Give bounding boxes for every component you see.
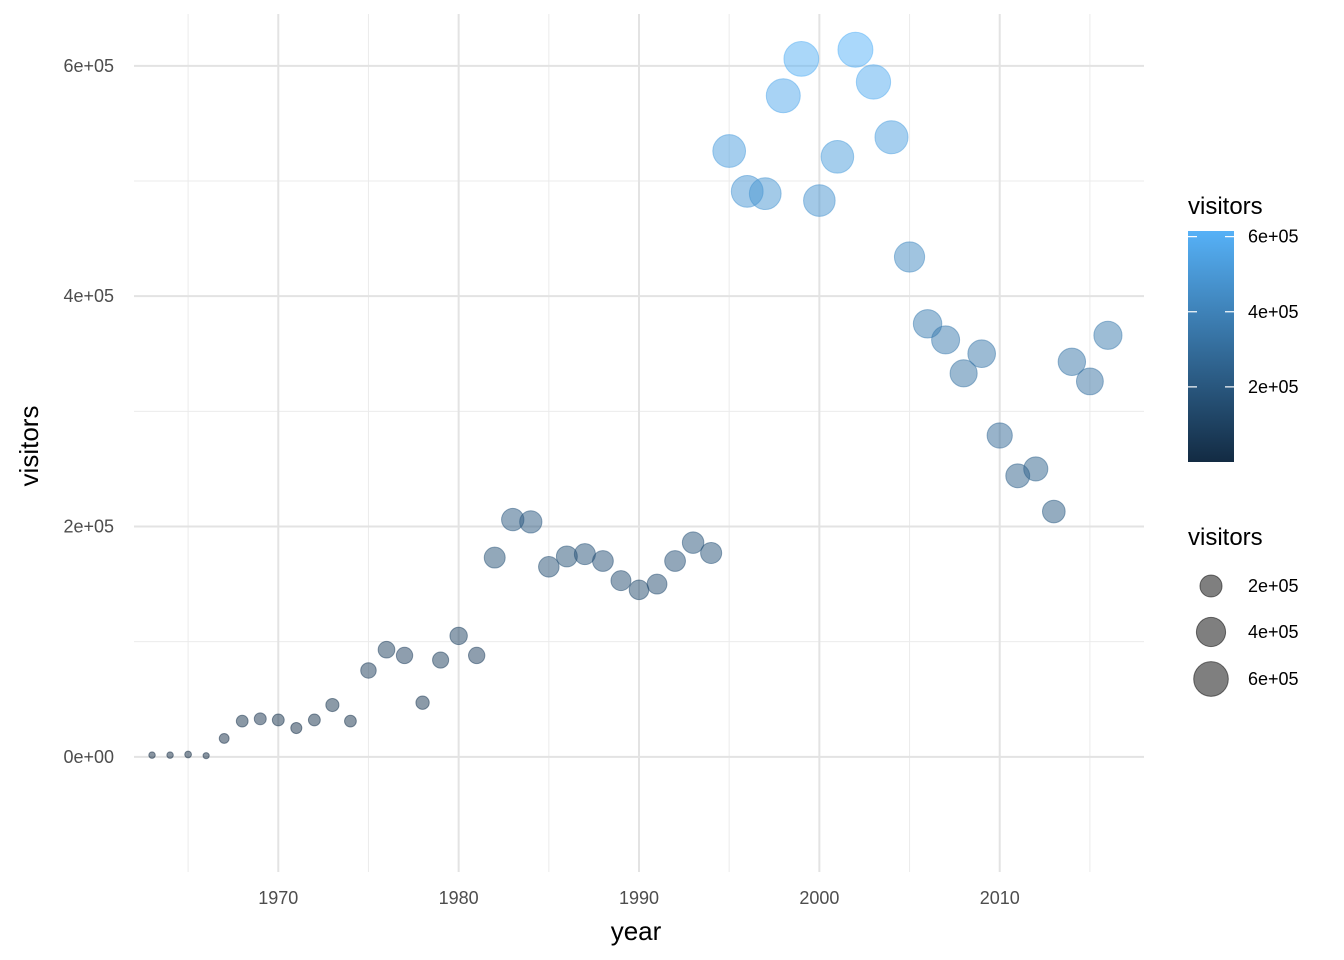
y-axis-title: visitors — [14, 406, 44, 487]
data-point — [765, 78, 801, 114]
data-point — [166, 751, 174, 759]
y-axis-ticks: 0e+00 2e+05 4e+05 6e+05 — [63, 56, 114, 767]
data-point — [344, 714, 357, 728]
x-tick-label: 2000 — [799, 888, 839, 908]
y-tick-label: 6e+05 — [63, 56, 114, 76]
data-point — [855, 64, 892, 100]
data-point — [748, 177, 782, 211]
data-point — [1041, 499, 1066, 524]
x-tick-label: 1970 — [258, 888, 298, 908]
data-point — [253, 712, 267, 726]
data-point — [610, 570, 632, 592]
size-legend-label: 4e+05 — [1248, 622, 1299, 642]
colorbar-label: 2e+05 — [1248, 377, 1299, 397]
data-points — [148, 31, 1123, 760]
size-legend-keys: 2e+05 4e+05 6e+05 — [1193, 574, 1299, 697]
data-point — [483, 546, 506, 569]
data-point — [1075, 367, 1104, 396]
data-point — [664, 550, 686, 572]
data-point — [235, 714, 249, 728]
data-point — [1093, 320, 1123, 350]
size-legend-key — [1193, 661, 1229, 697]
data-point — [1057, 347, 1087, 377]
data-point — [202, 752, 210, 760]
data-point — [218, 732, 230, 744]
data-point — [271, 713, 285, 727]
size-legend-label: 2e+05 — [1248, 576, 1299, 596]
data-point — [967, 339, 996, 369]
data-point — [646, 573, 668, 595]
data-point — [893, 241, 926, 273]
colorbar-ticks: 2e+05 4e+05 6e+05 — [1188, 227, 1299, 397]
x-tick-label: 1990 — [619, 888, 659, 908]
data-point — [820, 140, 855, 174]
data-point — [184, 750, 192, 759]
data-point — [519, 510, 543, 534]
size-legend-title: visitors — [1188, 524, 1263, 551]
colorbar — [1188, 231, 1234, 462]
data-point — [377, 640, 396, 659]
data-point — [592, 550, 614, 572]
data-point — [874, 120, 909, 155]
data-point — [1023, 456, 1049, 482]
data-point — [931, 325, 961, 355]
data-point — [468, 646, 486, 665]
y-tick-label: 4e+05 — [63, 286, 114, 306]
data-point — [681, 531, 705, 554]
color-legend-title: visitors — [1188, 193, 1263, 220]
colorbar-label: 4e+05 — [1248, 302, 1299, 322]
data-point — [432, 651, 450, 669]
data-point — [700, 541, 723, 565]
data-point — [360, 662, 377, 679]
x-axis-ticks: 1970 1980 1990 2000 2010 — [258, 888, 1019, 908]
data-point — [837, 31, 874, 68]
x-axis-title: year — [611, 916, 662, 946]
colorbar-label: 6e+05 — [1248, 227, 1299, 247]
x-tick-label: 1980 — [439, 888, 479, 908]
y-tick-label: 2e+05 — [63, 516, 114, 536]
data-point — [986, 422, 1013, 449]
x-tick-label: 2010 — [980, 888, 1020, 908]
color-legend: visitors 2e+05 4e+05 6e+05 — [1188, 193, 1299, 462]
size-legend-key — [1195, 616, 1227, 648]
data-point — [148, 751, 156, 759]
y-tick-label: 0e+00 — [63, 747, 114, 767]
size-legend: visitors 2e+05 4e+05 6e+05 — [1188, 524, 1299, 697]
data-point — [628, 579, 650, 601]
data-point — [538, 556, 560, 578]
size-legend-label: 6e+05 — [1248, 669, 1299, 689]
size-legend-key — [1199, 574, 1223, 598]
data-point — [290, 722, 303, 735]
data-point — [325, 697, 340, 713]
data-point — [783, 41, 820, 77]
data-point — [803, 184, 836, 217]
data-point — [395, 646, 414, 665]
data-point — [307, 713, 321, 727]
data-point — [712, 134, 747, 168]
data-point — [949, 359, 978, 388]
data-point — [415, 695, 430, 710]
data-point — [449, 626, 468, 646]
